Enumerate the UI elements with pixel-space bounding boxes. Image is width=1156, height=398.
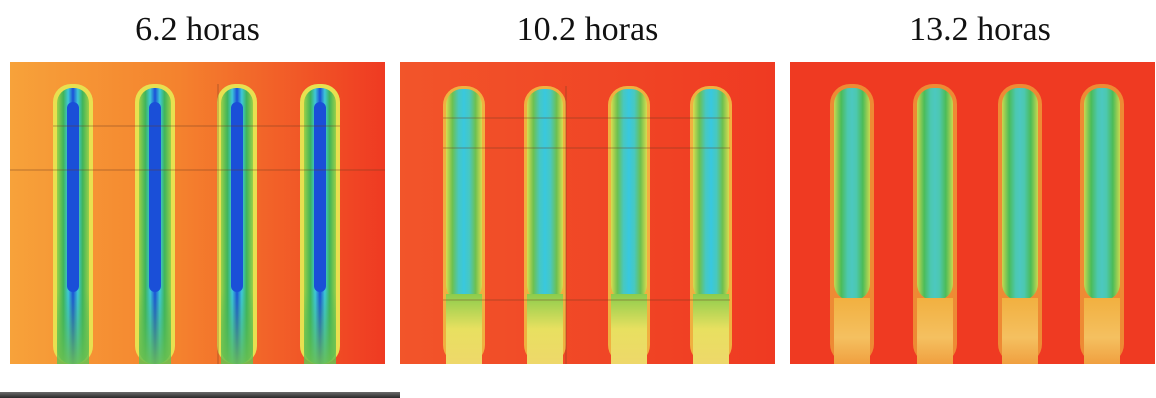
tube-4 bbox=[690, 86, 732, 364]
tube-1 bbox=[830, 84, 874, 364]
panel-title-1: 6.2 horas bbox=[135, 11, 260, 48]
tube-3 bbox=[998, 84, 1042, 364]
tube-3 bbox=[608, 86, 650, 364]
tube-4 bbox=[300, 84, 340, 364]
tube-3 bbox=[217, 84, 257, 364]
panel-title-3: 13.2 horas bbox=[909, 11, 1051, 48]
thermal-map-2 bbox=[400, 62, 775, 364]
thermal-map-panel-2 bbox=[400, 62, 775, 364]
tube-4 bbox=[1080, 84, 1124, 364]
tube-1 bbox=[53, 84, 93, 364]
thermal-map-1 bbox=[10, 62, 385, 364]
thermal-map-3 bbox=[790, 62, 1155, 364]
thermal-map-panel-1 bbox=[10, 62, 385, 364]
tube-2 bbox=[913, 84, 957, 364]
tube-2 bbox=[524, 86, 566, 364]
tube-2 bbox=[135, 84, 175, 364]
thermal-map-panel-3 bbox=[790, 62, 1155, 364]
tube-1 bbox=[443, 86, 485, 364]
panel-title-2: 10.2 horas bbox=[516, 11, 659, 48]
bottom-edge-strip bbox=[0, 392, 400, 398]
mesh-lines bbox=[443, 86, 730, 364]
mesh-lines bbox=[10, 84, 385, 364]
